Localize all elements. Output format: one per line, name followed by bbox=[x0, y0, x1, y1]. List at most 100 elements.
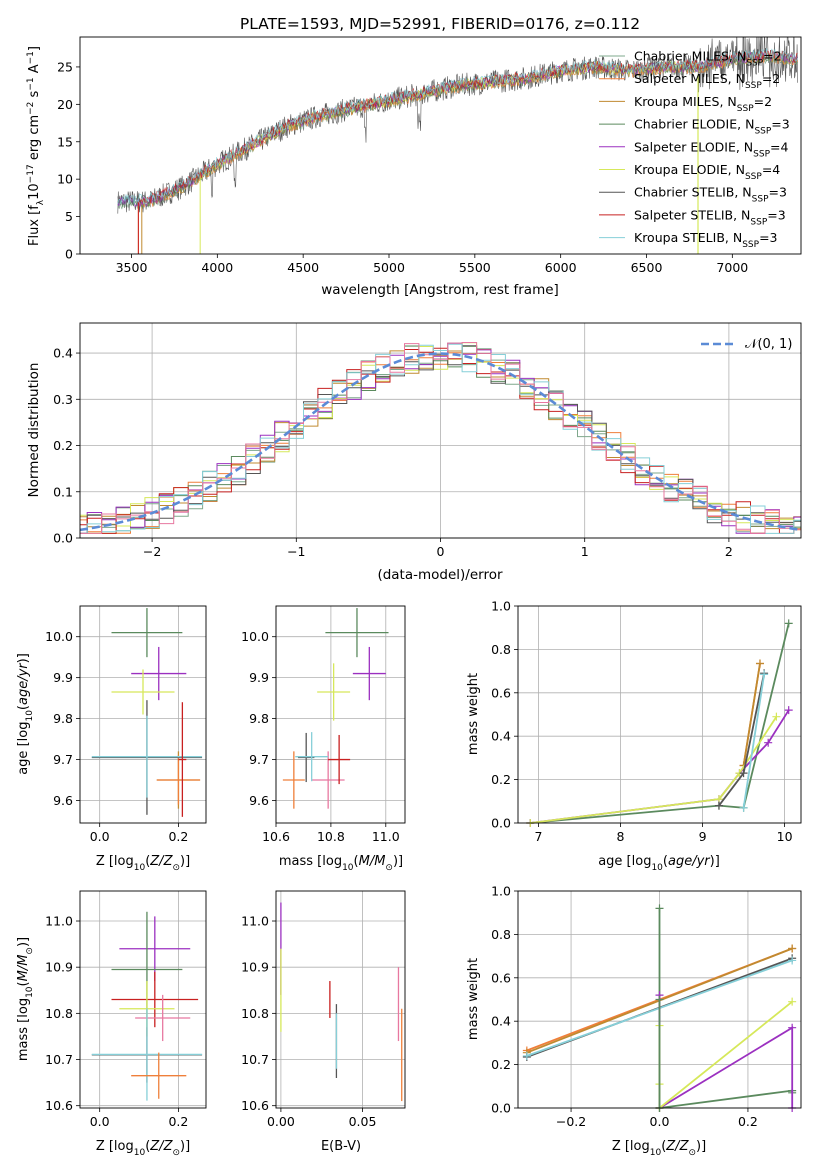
mass_vs_ebv-axes: 0.00 0.05 10.6 10.7 10.8 10.9 11.0 E(B-V) bbox=[241, 890, 406, 1154]
spectrum-model-line bbox=[117, 52, 798, 209]
x-axis-label: wavelength [Angstrom, rest frame] bbox=[321, 282, 559, 298]
weight-line bbox=[658, 1000, 793, 1110]
axes-frame bbox=[275, 605, 406, 824]
legend-entry: 𝒩(0, 1) bbox=[745, 337, 792, 352]
errorbar-point bbox=[119, 916, 191, 982]
x-tick-label: 0.2 bbox=[168, 829, 188, 844]
x-tick-label: 4000 bbox=[201, 260, 233, 275]
histogram-step bbox=[80, 345, 801, 534]
y-tick-label: 0.8 bbox=[491, 927, 511, 942]
y-tick-label: 9.8 bbox=[53, 711, 73, 726]
errorbar-point bbox=[325, 608, 389, 658]
weight-marker bbox=[772, 712, 781, 721]
x-tick-label: 9 bbox=[699, 829, 707, 844]
gaussian-curve bbox=[80, 352, 801, 532]
x-tick-label: 0.05 bbox=[349, 1114, 377, 1129]
y-axis-label: Flux [fλ10−17 erg cm−2 s−1 A−1] bbox=[26, 46, 46, 246]
errorbar-point bbox=[131, 1052, 187, 1099]
errorbar-point bbox=[317, 663, 351, 721]
axes-frame bbox=[275, 890, 406, 1109]
weight-marker bbox=[784, 619, 793, 628]
errorbar-point bbox=[352, 646, 386, 701]
x-tick-label: 0.0 bbox=[90, 1114, 110, 1129]
legend-entry: Chabrier MILES, NSSP=2 bbox=[634, 49, 782, 69]
legend-entry: Kroupa MILES, NSSP=2 bbox=[634, 94, 772, 114]
x-axis-label: age [log10(age/yr)] bbox=[598, 854, 720, 873]
errorbar-point bbox=[156, 755, 201, 805]
x-tick-label: 10 bbox=[777, 829, 793, 844]
y-tick-label: 0.4 bbox=[491, 1014, 511, 1029]
residuals-axes: −2 −1 0 1 2 0.0 0.1 0.2 0.3 0.4 𝒩(0, 1) (data-model… bbox=[26, 322, 802, 583]
histogram-step bbox=[80, 347, 801, 534]
errorbar-point bbox=[135, 994, 191, 1042]
x-tick-label: 5500 bbox=[459, 260, 491, 275]
y-tick-label: 0.4 bbox=[53, 346, 73, 361]
x-tick-label: 5000 bbox=[373, 260, 405, 275]
age_vs_Z-axes: 0.0 0.2 9.6 9.7 9.8 9.9 10.0 Z [log10(Z/Z⊙)] age… bbox=[16, 605, 207, 873]
y-tick-label: 0.2 bbox=[491, 772, 511, 787]
y-axis-label: Normed distribution bbox=[26, 363, 42, 498]
x-axis-label: E(B-V) bbox=[321, 1139, 361, 1154]
axes-frame bbox=[517, 890, 802, 1109]
y-tick-label: 0.4 bbox=[491, 729, 511, 744]
histogram-step bbox=[80, 345, 801, 534]
y-tick-label: 10.0 bbox=[45, 629, 73, 644]
weight-marker bbox=[655, 995, 664, 1004]
axes-frame bbox=[517, 605, 802, 824]
y-tick-label: 5 bbox=[65, 209, 73, 224]
y-tick-label: 9.9 bbox=[249, 670, 269, 685]
errorbar-point bbox=[111, 608, 183, 658]
age_vs_mass-axes: 10.6 10.8 11.0 9.6 9.7 9.8 9.9 10.0 mass [log10(… bbox=[241, 605, 406, 873]
y-tick-label: 10.0 bbox=[241, 629, 269, 644]
y-tick-label: 10.6 bbox=[241, 1098, 269, 1113]
y-tick-label: 0 bbox=[65, 247, 73, 262]
weight-marker bbox=[764, 738, 773, 747]
weight-line bbox=[742, 663, 761, 766]
legend-entry: Chabrier ELODIE, NSSP=3 bbox=[634, 117, 790, 137]
errorbar-point bbox=[328, 734, 351, 785]
legend-entry: Kroupa STELIB, NSSP=3 bbox=[634, 230, 778, 250]
x-axis-label: Z [log10(Z/Z⊙)] bbox=[96, 854, 190, 873]
x-tick-label: −2 bbox=[143, 544, 161, 559]
y-tick-label: 0.2 bbox=[53, 438, 73, 453]
errorbar-point bbox=[111, 971, 199, 1028]
axes-frame bbox=[79, 36, 802, 255]
weight-marker bbox=[784, 706, 793, 715]
weight-marker bbox=[739, 803, 748, 812]
weight-marker bbox=[788, 997, 797, 1006]
spectrum-model-line bbox=[117, 48, 798, 205]
x-tick-label: 10.8 bbox=[317, 829, 345, 844]
y-tick-label: 9.9 bbox=[53, 670, 73, 685]
figure-title: PLATE=1593, MJD=52991, FIBERID=0176, z=0… bbox=[240, 15, 640, 33]
legend-entry: Salpeter MILES, NSSP=2 bbox=[634, 71, 780, 91]
y-tick-label: 10 bbox=[57, 172, 73, 187]
weight-line bbox=[742, 674, 765, 808]
y-axis-label: mass [log10(M/M⊙)] bbox=[16, 937, 35, 1061]
weight-marker bbox=[788, 956, 797, 965]
y-tick-label: 9.6 bbox=[249, 793, 269, 808]
y-tick-label: 15 bbox=[57, 134, 73, 149]
spectrum-axes: 3500 4000 4500 5000 5500 6000 6500 7000 0 5 10 15 20… bbox=[26, 36, 802, 298]
y-tick-label: 11.0 bbox=[241, 914, 269, 929]
y-tick-label: 10.7 bbox=[241, 1052, 269, 1067]
spectrum-lines bbox=[117, 37, 798, 254]
x-tick-label: 0.0 bbox=[650, 1114, 670, 1129]
x-tick-label: −0.2 bbox=[556, 1114, 586, 1129]
y-tick-label: 10.7 bbox=[45, 1052, 73, 1067]
y-axis-label: mass weight bbox=[466, 958, 481, 1040]
errorbar-point bbox=[295, 732, 329, 782]
errorbar-point bbox=[282, 751, 305, 809]
axes-frame bbox=[79, 890, 207, 1109]
x-tick-label: 8 bbox=[617, 829, 625, 844]
errorbar-point bbox=[111, 669, 175, 715]
y-tick-label: 0.6 bbox=[491, 970, 511, 985]
legend-entry: Chabrier STELIB, NSSP=3 bbox=[634, 185, 787, 205]
mass_vs_Z-axes: 0.0 0.2 10.6 10.7 10.8 10.9 11.0 Z [log10(Z/Z⊙)… bbox=[16, 890, 207, 1158]
legend-entry: Salpeter STELIB, NSSP=3 bbox=[634, 207, 786, 227]
histogram-step bbox=[80, 342, 801, 534]
y-tick-label: 1.0 bbox=[491, 884, 511, 899]
y-tick-label: 10.8 bbox=[45, 1006, 73, 1021]
y-axis-label: mass weight bbox=[466, 673, 481, 755]
